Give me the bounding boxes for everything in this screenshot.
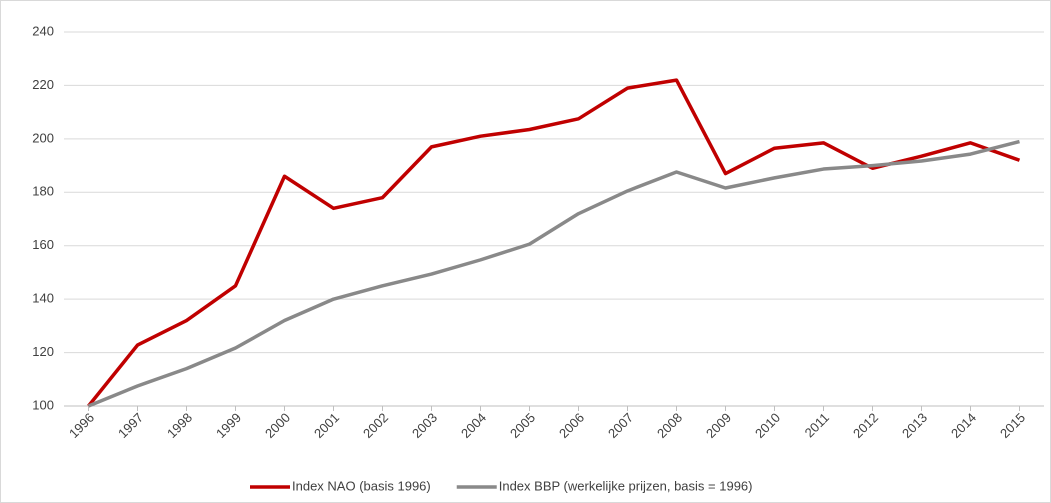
y-tick-label: 140: [32, 291, 54, 306]
y-tick-label: 160: [32, 237, 54, 252]
y-tick-label: 200: [32, 130, 54, 145]
series-line: [87, 78, 1021, 408]
y-tick-label: 220: [32, 77, 54, 92]
y-tick-label: 100: [32, 397, 54, 412]
y-tick-label: 180: [32, 184, 54, 199]
legend-label: Index BBP (werkelijke prijzen, basis = 1…: [499, 478, 753, 493]
y-tick-label: 120: [32, 344, 54, 359]
series-line: [87, 139, 1020, 408]
legend-label: Index NAO (basis 1996): [292, 478, 431, 493]
y-tick-label: 240: [32, 23, 54, 38]
